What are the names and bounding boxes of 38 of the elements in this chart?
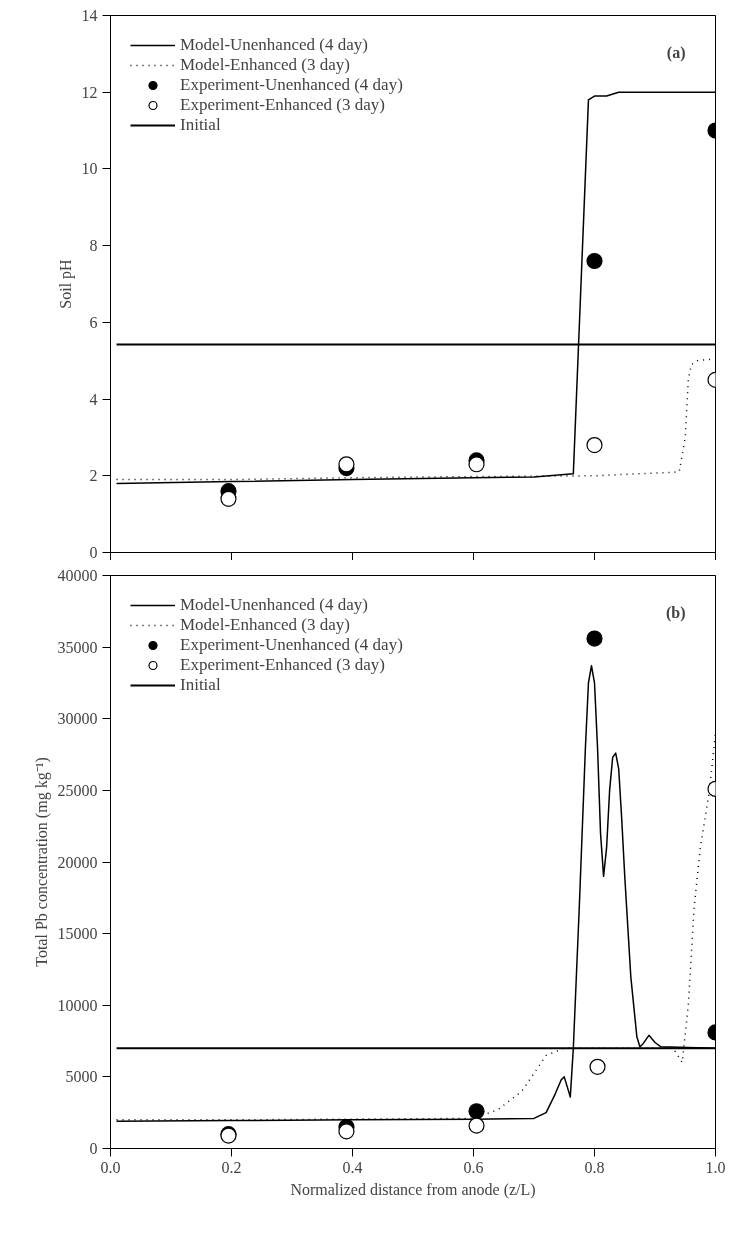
y-tick-label: 12 — [81, 83, 98, 101]
legend-label: Experiment-Enhanced (3 day) — [180, 95, 385, 115]
annotation: (a) — [666, 43, 686, 62]
legend-label: Experiment-Enhanced (3 day) — [180, 655, 385, 675]
legend-label: Experiment-Unenhanced (4 day) — [180, 75, 403, 95]
legend-label: Model-Enhanced (3 day) — [180, 55, 350, 75]
legend-label: Model-Unenhanced (4 day) — [180, 595, 368, 615]
x-tick-label: 0.2 — [221, 1158, 242, 1176]
x-tick-label: 0.6 — [463, 1158, 484, 1176]
y-tick-label: 25000 — [57, 781, 98, 799]
legend-label: Model-Enhanced (3 day) — [180, 615, 350, 635]
x-tick-label: 0.8 — [584, 1158, 605, 1176]
y-tick-label: 5000 — [65, 1068, 98, 1086]
legend-label: Model-Unenhanced (4 day) — [180, 35, 368, 55]
y-tick-label: 15000 — [57, 925, 98, 943]
x-tick-label: 0.4 — [342, 1158, 363, 1176]
y-tick-label: 14 — [81, 7, 98, 24]
y-tick-label: 10000 — [57, 996, 98, 1014]
legend-label: Experiment-Unenhanced (4 day) — [180, 635, 403, 655]
x-tick-label: 1.0 — [705, 1158, 726, 1176]
y-tick-label: 2 — [89, 467, 98, 485]
y-tick-label: 6 — [89, 313, 98, 331]
y-axis-title: Soil pH — [56, 258, 75, 309]
x-tick-label: 0.0 — [100, 1158, 121, 1176]
legend-label: Initial — [180, 115, 221, 135]
y-tick-label: 4 — [89, 390, 98, 408]
x-axis-title: Normalized distance from anode (z/L) — [290, 1180, 536, 1199]
y-tick-label: 0 — [89, 544, 98, 561]
y-axis-title: Total Pb concentration (mg kg⁻¹) — [32, 757, 51, 967]
y-tick-label: 0 — [89, 1140, 98, 1157]
y-tick-label: 8 — [89, 237, 98, 255]
y-tick-label: 10 — [81, 160, 98, 178]
legend-label: Initial — [180, 675, 221, 695]
annotation: (b) — [665, 603, 686, 622]
y-tick-label: 40000 — [57, 567, 98, 584]
y-tick-label: 20000 — [57, 853, 98, 871]
y-tick-label: 30000 — [57, 710, 98, 728]
y-tick-label: 35000 — [57, 638, 98, 656]
